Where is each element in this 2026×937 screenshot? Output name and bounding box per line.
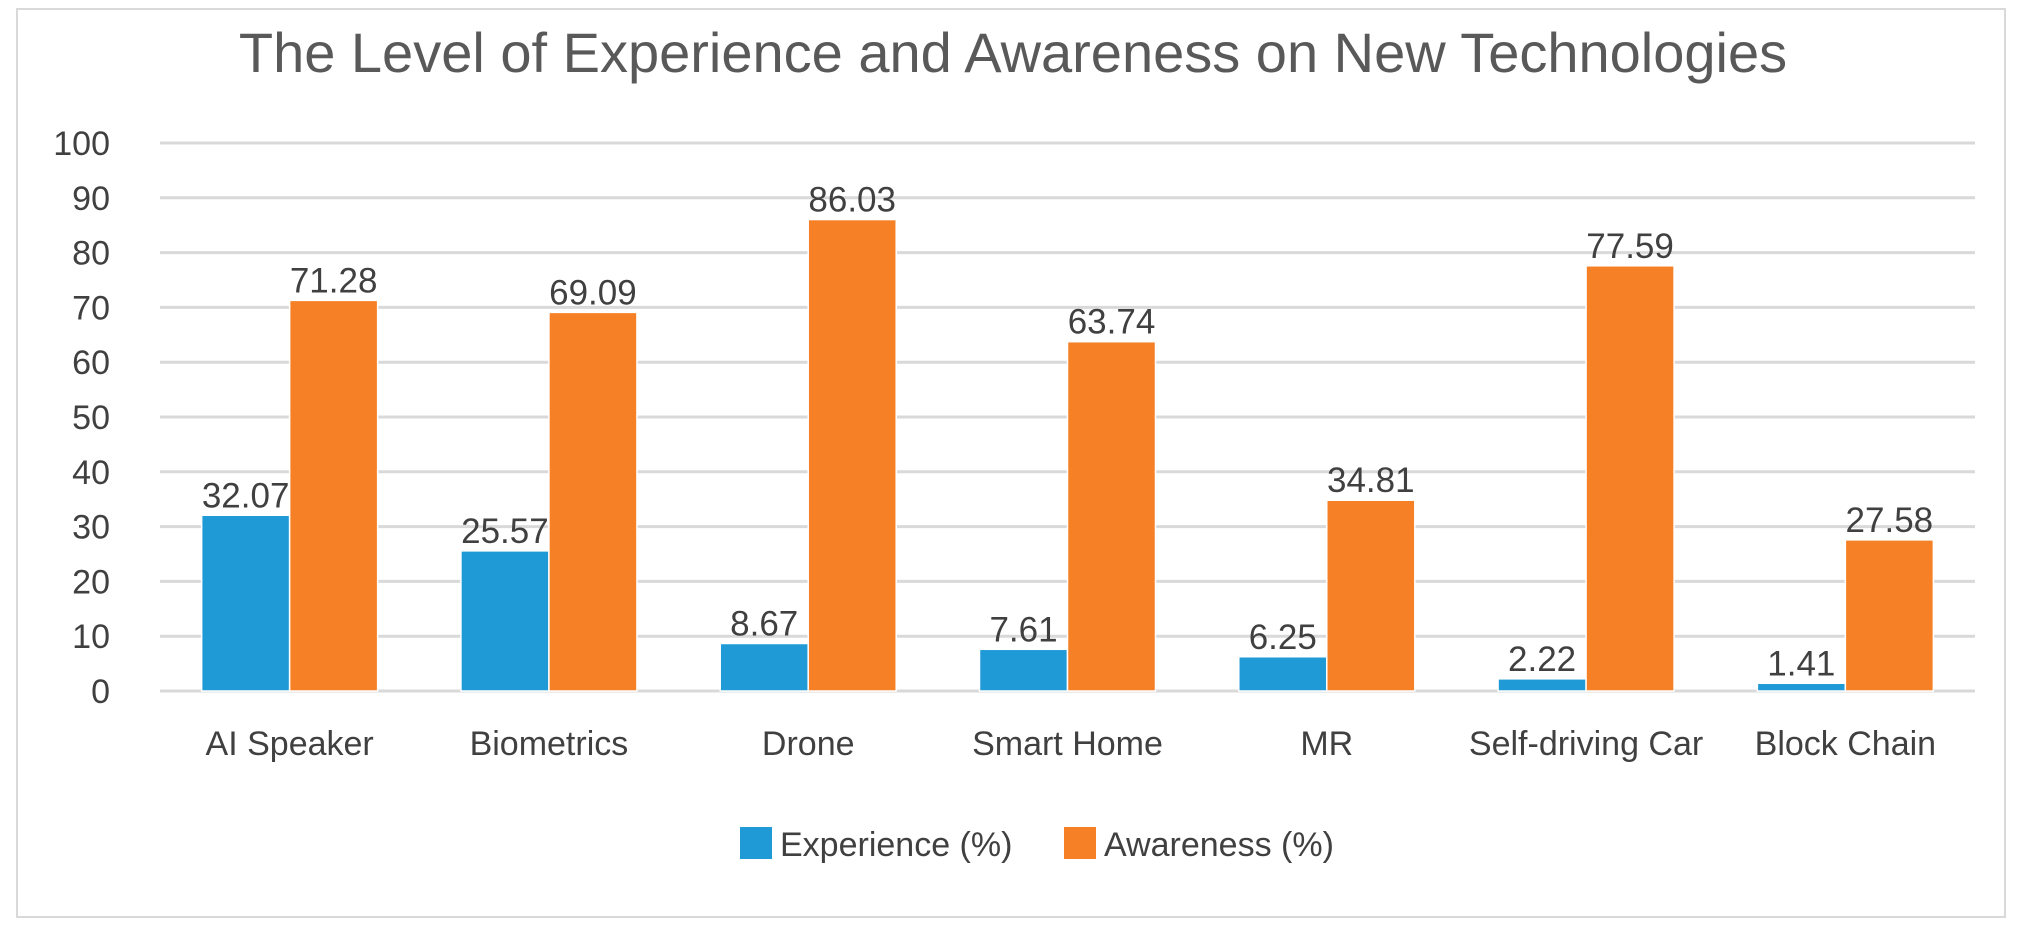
experience-bar [460, 550, 550, 692]
awareness-value-label: 69.09 [549, 273, 637, 312]
awareness-value-label: 63.74 [1068, 303, 1156, 342]
x-category-label: Self-driving Car [1469, 725, 1703, 763]
experience-value-label: 2.22 [1508, 640, 1576, 679]
awareness-value-label: 34.81 [1327, 461, 1415, 500]
y-tick-label: 80 [72, 235, 110, 273]
x-category-label: Drone [762, 725, 855, 763]
awareness-value-label: 27.58 [1846, 501, 1934, 540]
experience-value-label: 7.61 [989, 610, 1057, 649]
y-tick-label: 20 [72, 563, 110, 601]
x-axis-categories: AI Speaker Biometrics Drone Smart Home MR Sel… [206, 725, 1937, 763]
x-category-label: Block Chain [1755, 725, 1936, 763]
y-tick-label: 60 [72, 344, 110, 382]
experience-bar [200, 514, 291, 692]
x-category-label: Biometrics [470, 725, 629, 763]
experience-legend-swatch [740, 827, 772, 859]
y-tick-label: 70 [72, 289, 110, 327]
awareness-bar [1844, 539, 1935, 692]
experience-bar [719, 642, 809, 692]
awareness-bar [807, 218, 897, 692]
x-category-label: AI Speaker [206, 725, 374, 763]
experience-value-label: 6.25 [1249, 618, 1317, 657]
experience-value-label: 1.41 [1767, 644, 1835, 683]
experience-bar [1497, 678, 1587, 692]
y-tick-label: 50 [72, 399, 110, 437]
awareness-bar [288, 299, 379, 692]
awareness-legend-swatch [1064, 827, 1096, 859]
experience-bar [978, 648, 1069, 692]
awareness-bar [1066, 340, 1157, 692]
y-tick-label: 100 [53, 125, 110, 163]
awareness-legend-label: Awareness (%) [1104, 826, 1334, 864]
legend: Experience (%) Awareness (%) [740, 826, 1334, 864]
x-category-label: MR [1300, 725, 1353, 763]
experience-value-label: 25.57 [461, 512, 549, 551]
experience-value-label: 8.67 [730, 604, 798, 643]
awareness-bar [548, 311, 638, 692]
data-labels: 32.07 71.28 25.57 69.09 8.67 86.03 7.61 63.74 6.… [202, 181, 1933, 684]
chart-title: The Level of Experience and Awareness on… [239, 21, 1787, 84]
awareness-bar [1585, 265, 1675, 692]
x-category-label: Smart Home [972, 725, 1163, 763]
y-tick-label: 10 [72, 618, 110, 656]
y-axis-ticks: 0 10 20 30 40 50 60 70 80 90 100 [53, 125, 110, 711]
bars [200, 218, 1935, 692]
y-tick-label: 0 [91, 673, 110, 711]
experience-value-label: 32.07 [202, 476, 290, 515]
experience-legend-label: Experience (%) [780, 826, 1012, 864]
y-tick-label: 90 [72, 180, 110, 218]
awareness-bar [1326, 499, 1416, 692]
y-tick-label: 40 [72, 454, 110, 492]
experience-bar [1756, 682, 1847, 692]
awareness-value-label: 77.59 [1586, 227, 1674, 266]
awareness-value-label: 71.28 [290, 261, 378, 300]
y-tick-label: 30 [72, 509, 110, 547]
experience-bar [1238, 656, 1328, 692]
awareness-value-label: 86.03 [808, 181, 896, 220]
